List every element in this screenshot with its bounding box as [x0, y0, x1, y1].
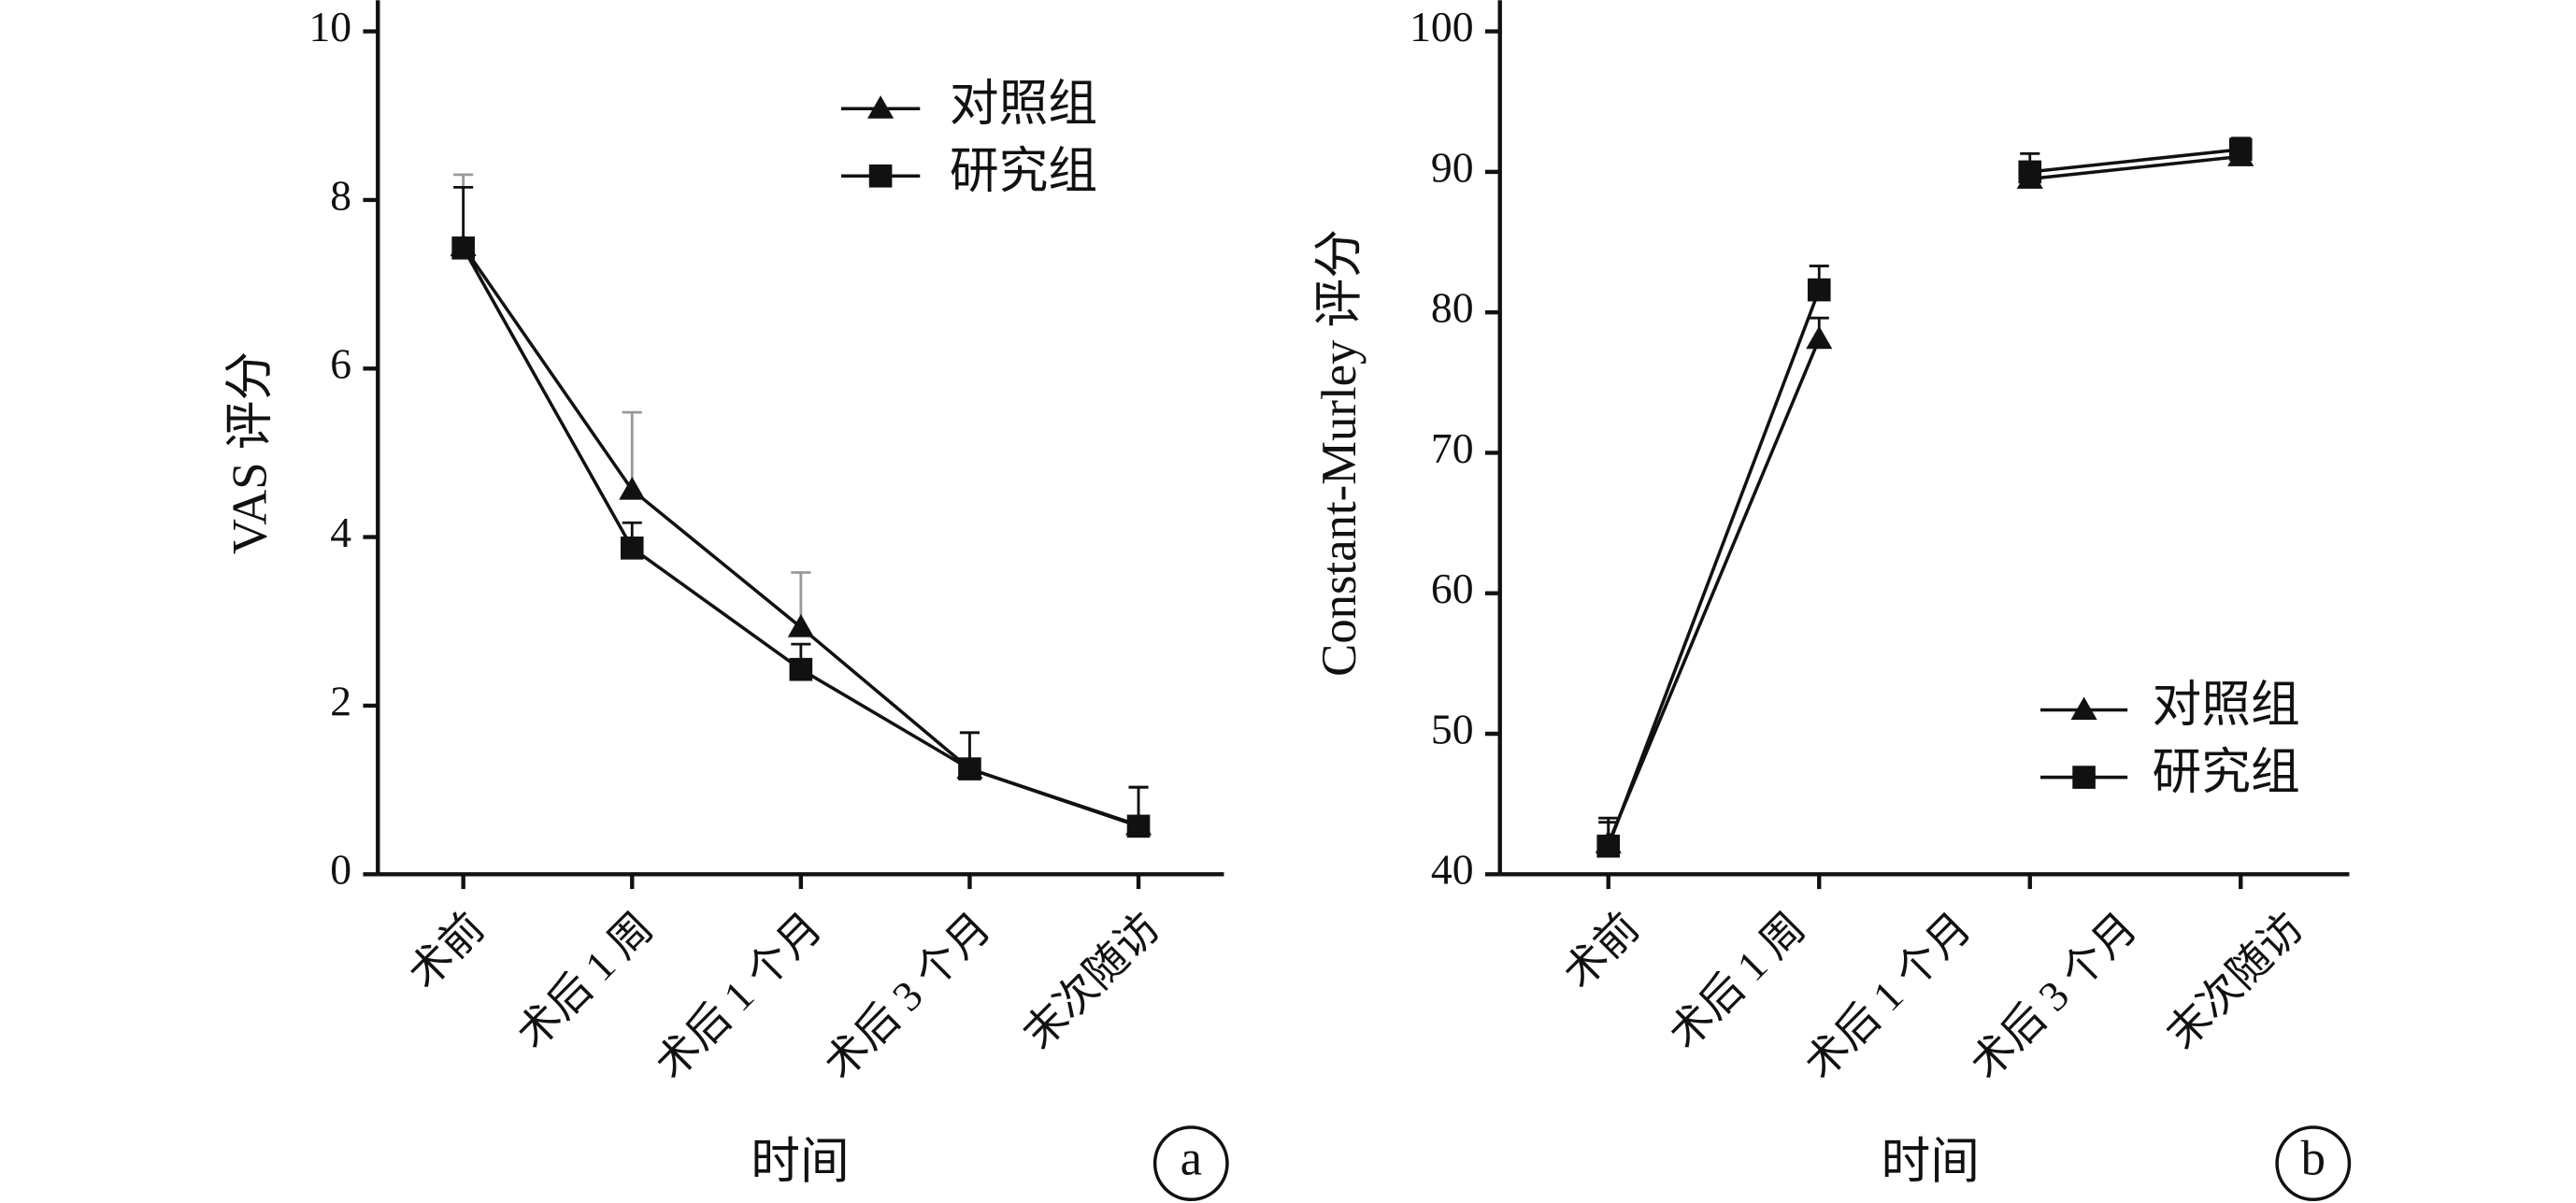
legend-label: 对照组: [2153, 679, 2300, 733]
series-line: [462, 245, 1139, 827]
marker: [620, 537, 644, 560]
y-tick-label: 50: [1431, 705, 1474, 752]
x-axis-label: 时间: [1882, 1135, 1980, 1189]
y-tick-label: 90: [1431, 143, 1474, 191]
x-tick-label: 术后 1 个月: [1796, 903, 1981, 1088]
y-axis-label: VAS 评分: [223, 351, 278, 554]
marker: [1807, 278, 1831, 302]
y-tick-label: 70: [1431, 424, 1474, 472]
y-tick-label: 6: [330, 340, 351, 388]
marker: [451, 236, 475, 260]
marker: [2228, 137, 2253, 162]
legend-label: 研究组: [2153, 746, 2300, 800]
y-tick-label: 0: [330, 846, 351, 894]
y-tick-label: 60: [1431, 565, 1474, 612]
marker: [2072, 766, 2096, 789]
panel-label: b: [2301, 1132, 2326, 1186]
x-tick-label: 末次随访: [2157, 903, 2311, 1057]
x-axis-label: 时间: [751, 1135, 849, 1189]
x-tick-label: 术前: [399, 903, 494, 997]
panel-circle: [2275, 1125, 2352, 1202]
series-line: [1607, 148, 2241, 847]
x-tick-label: 术后 3 个月: [1961, 903, 2146, 1088]
marker: [787, 614, 814, 637]
marker: [789, 657, 813, 681]
x-tick-label: 术后 1 个月: [646, 903, 831, 1088]
panel-circle: [1152, 1125, 1229, 1202]
marker: [1126, 814, 1151, 838]
x-tick-label: 术前: [1554, 903, 1649, 997]
x-tick-label: 术后 1 周: [508, 903, 662, 1057]
y-tick-label: 4: [330, 508, 351, 556]
marker: [868, 164, 893, 188]
marker: [867, 95, 894, 119]
y-tick-label: 100: [1410, 3, 1474, 50]
marker: [1596, 834, 1621, 858]
y-tick-label: 2: [330, 677, 351, 724]
marker: [619, 477, 646, 500]
y-tick-label: 10: [308, 3, 351, 50]
marker: [2018, 160, 2042, 184]
x-tick-label: 术后 1 周: [1660, 903, 1814, 1057]
legend-label: 研究组: [950, 144, 1097, 198]
marker: [1806, 325, 1833, 350]
y-axis-label: Constant-Murley 评分: [1312, 229, 1367, 677]
legend-label: 对照组: [950, 77, 1097, 131]
x-tick-label: 术后 3 个月: [815, 903, 1000, 1088]
x-tick-label: 末次随访: [1014, 903, 1168, 1057]
marker: [2070, 696, 2097, 721]
y-tick-label: 40: [1431, 846, 1474, 894]
panel-label: a: [1181, 1132, 1202, 1186]
series-line: [462, 247, 1139, 828]
series-line: [1607, 154, 2241, 844]
marker: [958, 757, 981, 781]
y-tick-label: 80: [1431, 284, 1474, 332]
y-tick-label: 8: [330, 171, 351, 219]
